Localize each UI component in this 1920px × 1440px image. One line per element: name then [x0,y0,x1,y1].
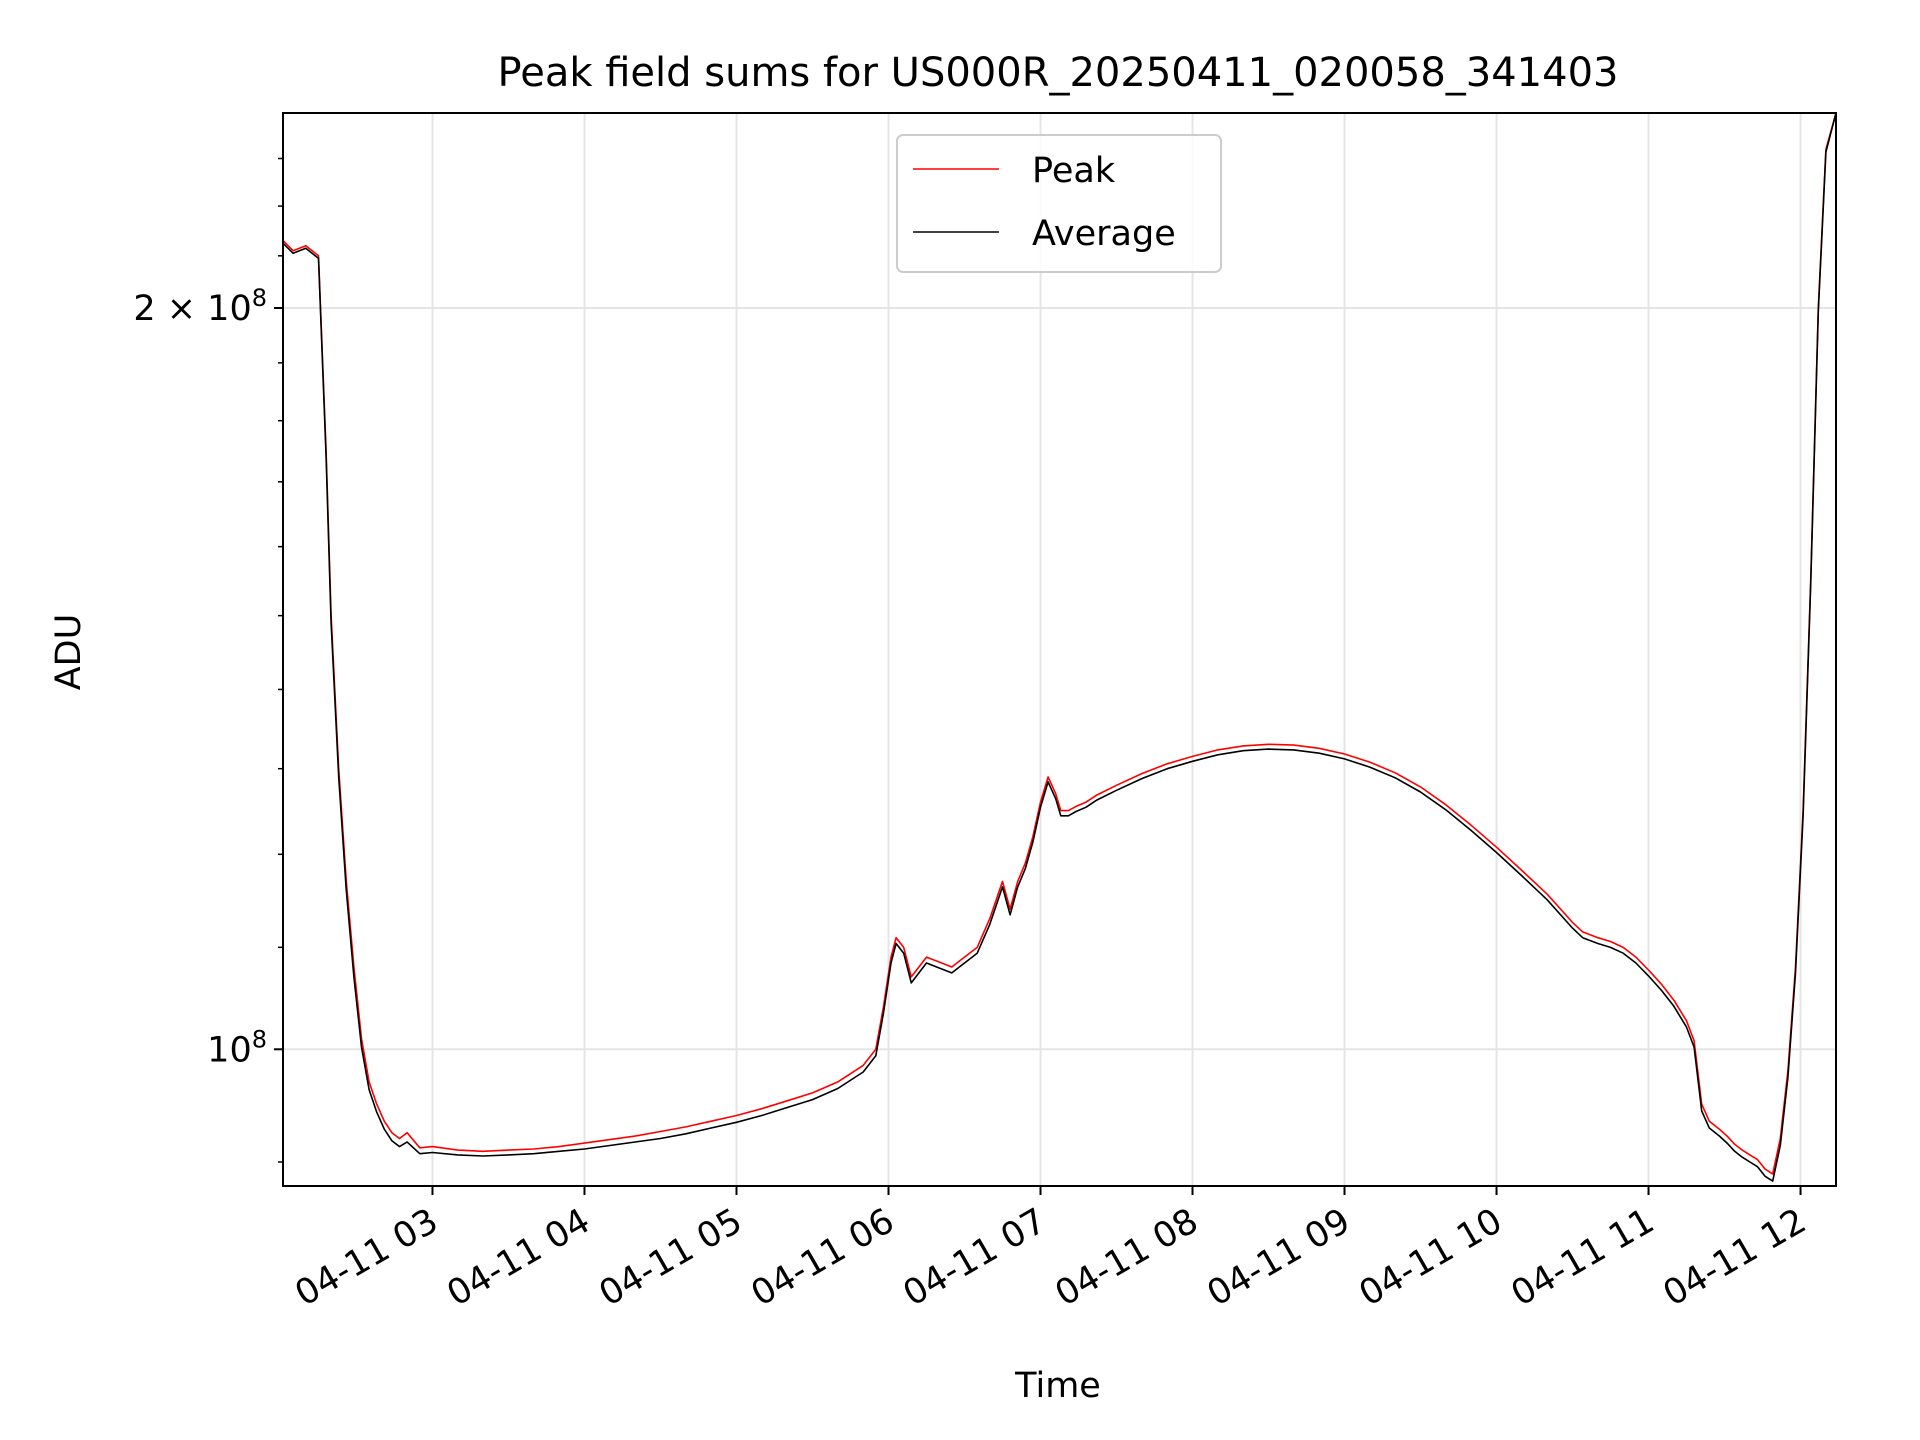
grid-lines [283,113,1836,1186]
plot-frame [282,112,1837,1187]
legend-label-peak: Peak [1032,151,1116,191]
x-axis-label: Time [1014,1366,1101,1406]
y-tick-label: 108 [207,1025,267,1070]
chart-title: Peak field sums for US000R_20250411_0200… [498,50,1619,96]
legend-label-average: Average [1032,214,1176,254]
series-lines [282,112,1837,1182]
legend: Peak Average [896,134,1222,273]
series-line-average [282,112,1837,1182]
y-axis-label: ADU [49,614,89,691]
y-tick-label: 2 × 108 [133,284,267,329]
